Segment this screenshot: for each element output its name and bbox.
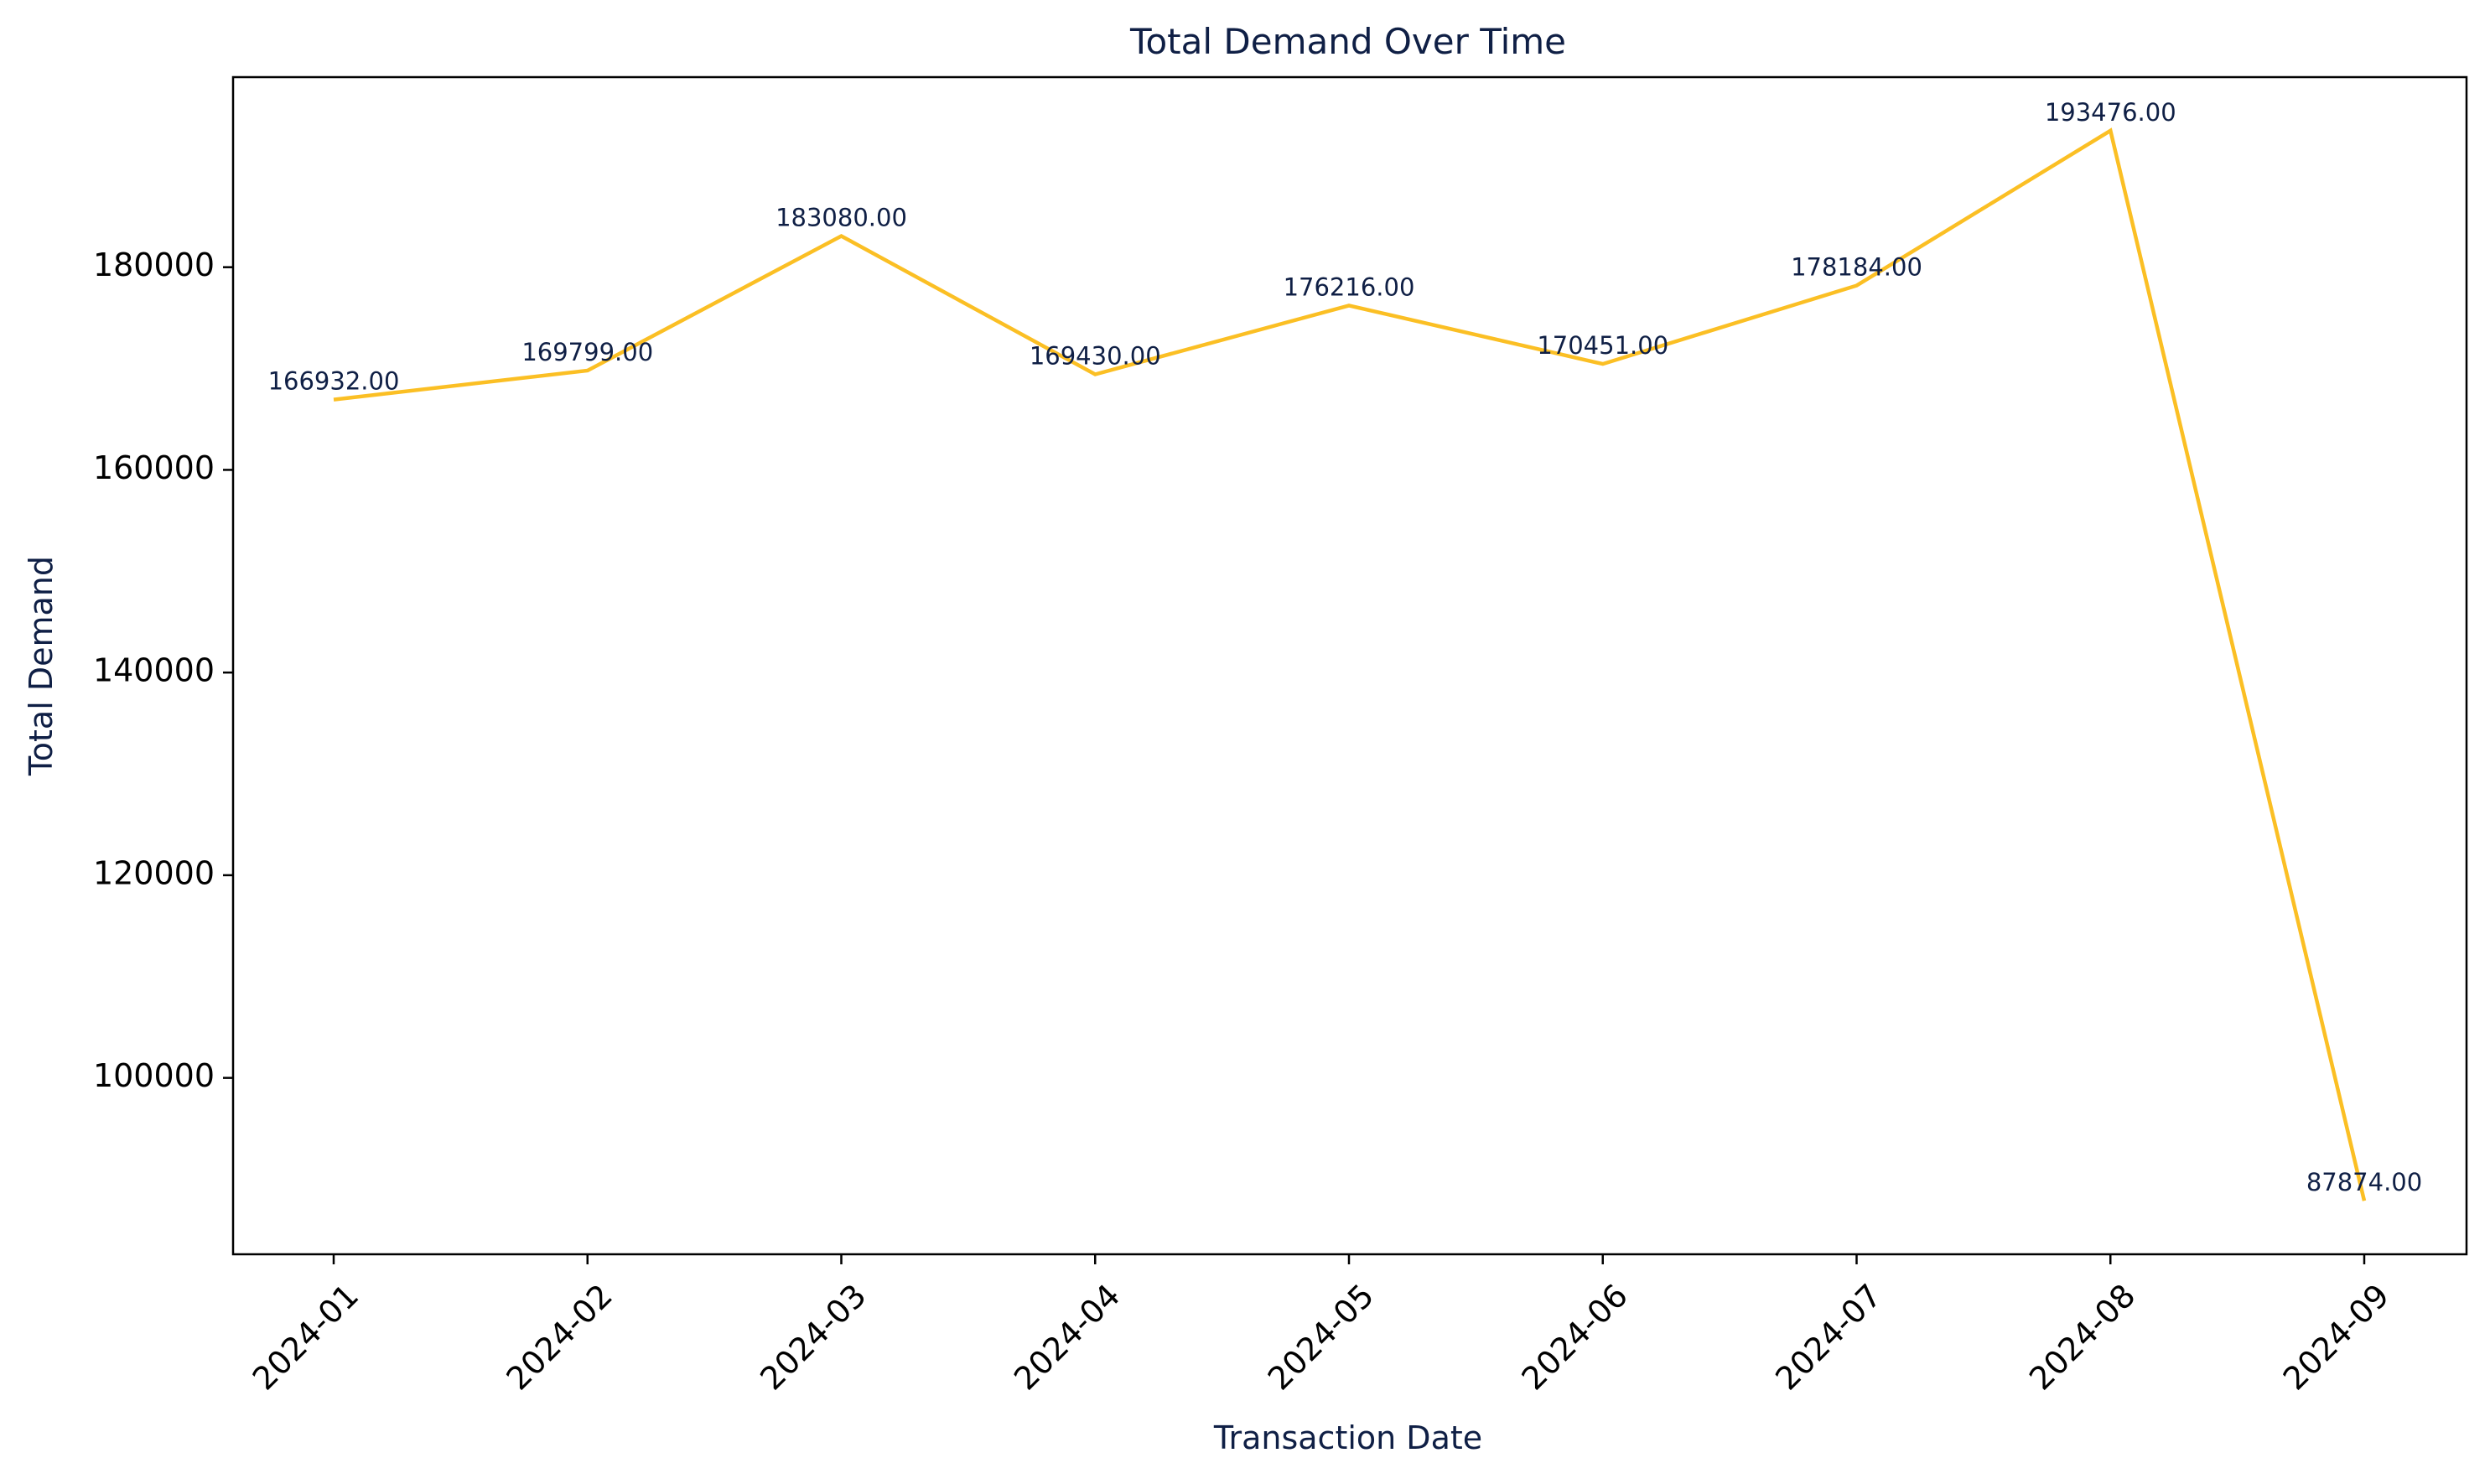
data-label: 178184.00 (1791, 253, 1922, 282)
data-label: 166932.00 (268, 367, 400, 396)
data-label: 176216.00 (1284, 272, 1415, 301)
data-label: 170451.00 (1537, 331, 1668, 360)
y-tick-label: 100000 (93, 1057, 215, 1094)
y-tick-label: 160000 (93, 449, 215, 486)
y-tick-label: 140000 (93, 652, 215, 689)
y-axis-label: Total Demand (23, 556, 60, 776)
data-label: 87874.00 (2306, 1168, 2422, 1196)
x-axis-label: Transaction Date (1213, 1419, 1482, 1456)
y-tick-label: 180000 (93, 246, 215, 283)
chart-title: Total Demand Over Time (1129, 21, 1566, 62)
data-label: 183080.00 (776, 203, 907, 231)
data-label: 169430.00 (1030, 341, 1161, 370)
data-label: 193476.00 (2045, 98, 2176, 127)
data-label: 169799.00 (521, 338, 653, 366)
y-tick-label: 120000 (93, 854, 215, 891)
